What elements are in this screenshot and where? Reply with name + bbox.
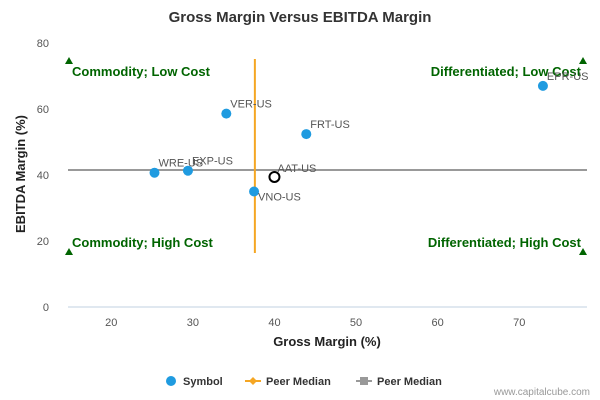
data-point-label: EPR-US (547, 71, 589, 83)
legend-peer-median-x-label: Peer Median (266, 376, 331, 388)
legend-item-symbol[interactable]: Symbol (166, 376, 223, 388)
corner-triangle-bottom-right (579, 248, 587, 255)
data-point (221, 108, 232, 119)
legend-orange-marker (249, 377, 257, 385)
y-tick-label: 0 (43, 302, 49, 314)
quadrant-top-left-label: Commodity; Low Cost (72, 64, 211, 79)
legend-symbol-label: Symbol (183, 376, 223, 388)
x-tick-label: 60 (432, 317, 444, 329)
y-tick-label: 80 (37, 38, 49, 50)
x-tick-label: 20 (105, 317, 117, 329)
tick-labels: 20 30 40 50 60 70 0 20 40 60 80 (37, 38, 526, 329)
quadrant-top-right-label: Differentiated; Low Cost (431, 64, 582, 79)
data-point-label: VER-US (230, 99, 272, 111)
quadrant-bottom-right-label: Differentiated; High Cost (428, 235, 582, 250)
data-point-label: EXP-US (192, 156, 233, 168)
data-point-label: VNO-US (258, 192, 301, 204)
legend-peer-median-y-label: Peer Median (377, 376, 442, 388)
x-axis-label: Gross Margin (%) (273, 334, 381, 349)
data-point-label: WRE-US (159, 158, 204, 170)
data-point (182, 165, 193, 176)
corner-triangle-bottom-left (65, 248, 73, 255)
legend-item-peer-median-x[interactable]: Peer Median (245, 376, 331, 388)
x-tick-label: 40 (268, 317, 280, 329)
data-point (537, 80, 548, 91)
y-tick-label: 60 (37, 104, 49, 116)
x-tick-label: 50 (350, 317, 362, 329)
legend-item-peer-median-y[interactable]: Peer Median (356, 376, 442, 388)
data-point (149, 167, 160, 178)
legend-gray-marker (360, 377, 368, 385)
credit-text: www.capitalcube.com (493, 387, 590, 398)
x-tick-label: 30 (187, 317, 199, 329)
data-point (301, 129, 312, 140)
y-tick-label: 20 (37, 236, 49, 248)
quadrant-bottom-left-label: Commodity; High Cost (72, 235, 213, 250)
y-tick-label: 40 (37, 170, 49, 182)
subject-point-label: AAT-US (277, 163, 316, 175)
corner-triangle-top-right (579, 57, 587, 64)
legend-symbol-marker (166, 376, 176, 386)
data-point-label: FRT-US (310, 119, 350, 131)
corner-triangle-top-left (65, 57, 73, 64)
median-lines (68, 59, 587, 253)
corner-markers (65, 57, 587, 255)
x-tick-label: 70 (513, 317, 525, 329)
chart-title: Gross Margin Versus EBITDA Margin (169, 9, 432, 26)
subject-point (268, 170, 281, 183)
legend[interactable]: Symbol Peer Median Peer Median (166, 376, 442, 388)
y-axis-label: EBITDA Margin (%) (13, 115, 28, 233)
data-point (249, 186, 260, 197)
